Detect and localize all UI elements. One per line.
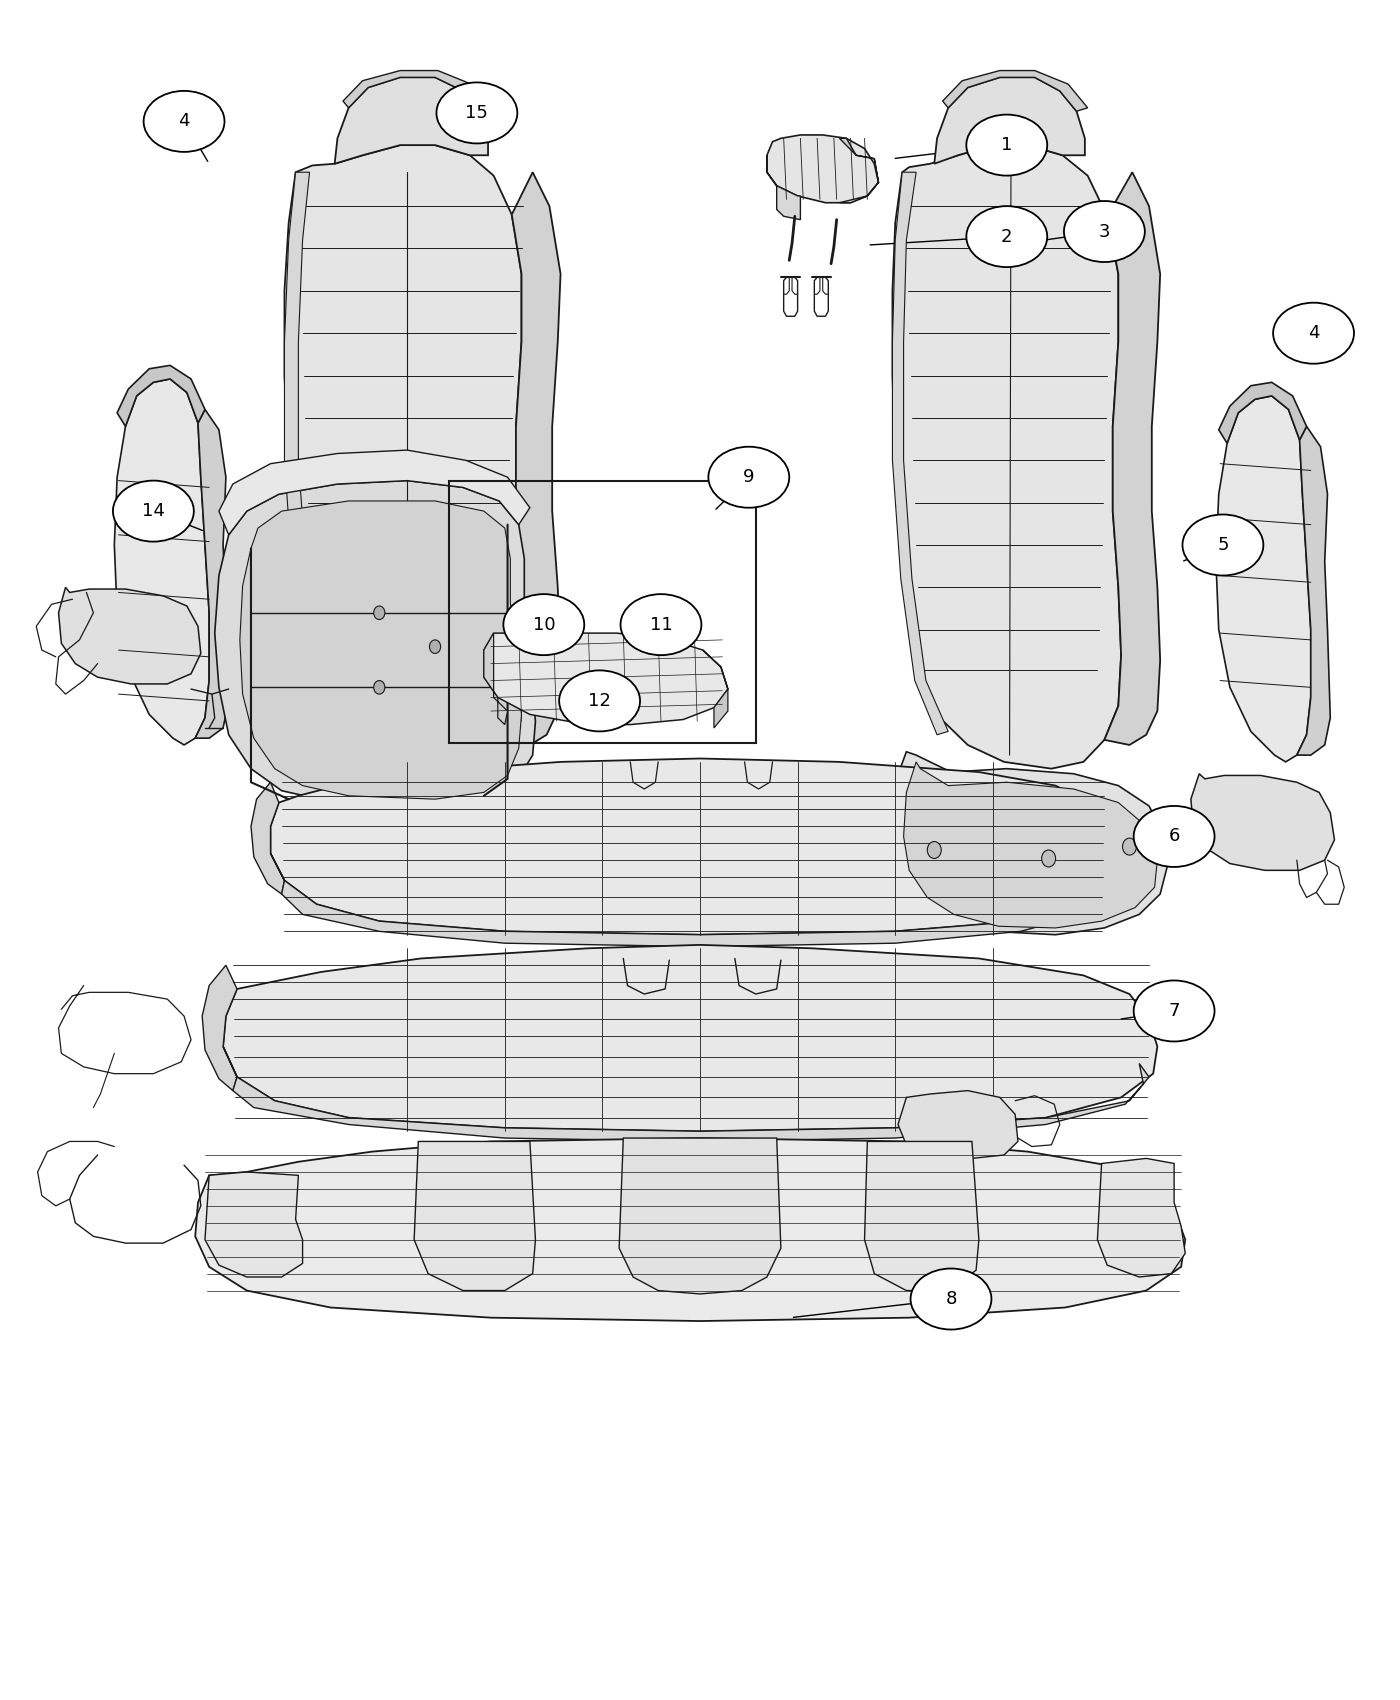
Ellipse shape bbox=[966, 114, 1047, 175]
Ellipse shape bbox=[1064, 201, 1145, 262]
Polygon shape bbox=[59, 588, 200, 683]
Text: 8: 8 bbox=[945, 1290, 956, 1307]
Polygon shape bbox=[484, 632, 508, 724]
Circle shape bbox=[927, 842, 941, 858]
Polygon shape bbox=[903, 762, 1158, 928]
Polygon shape bbox=[251, 782, 284, 894]
Polygon shape bbox=[942, 71, 1088, 110]
Polygon shape bbox=[1296, 427, 1330, 755]
Polygon shape bbox=[767, 155, 801, 219]
Circle shape bbox=[374, 680, 385, 694]
Circle shape bbox=[1042, 850, 1056, 867]
Polygon shape bbox=[202, 966, 237, 1091]
Text: 10: 10 bbox=[532, 615, 556, 634]
Text: 7: 7 bbox=[1169, 1001, 1180, 1020]
Text: 5: 5 bbox=[1217, 536, 1229, 554]
Text: 3: 3 bbox=[1099, 223, 1110, 240]
Text: 11: 11 bbox=[650, 615, 672, 634]
Polygon shape bbox=[508, 172, 560, 745]
Text: 14: 14 bbox=[141, 502, 165, 520]
Polygon shape bbox=[892, 751, 1168, 935]
Polygon shape bbox=[118, 366, 204, 427]
Circle shape bbox=[1123, 838, 1137, 855]
Bar bbox=[449, 481, 756, 743]
Text: 12: 12 bbox=[588, 692, 610, 711]
Ellipse shape bbox=[504, 593, 584, 654]
Ellipse shape bbox=[1183, 515, 1263, 576]
Polygon shape bbox=[414, 1141, 535, 1290]
Text: 9: 9 bbox=[743, 468, 755, 486]
Text: 4: 4 bbox=[178, 112, 190, 131]
Polygon shape bbox=[897, 1091, 1018, 1158]
Polygon shape bbox=[1191, 774, 1334, 870]
Polygon shape bbox=[840, 138, 878, 202]
Polygon shape bbox=[223, 1047, 1149, 1141]
Ellipse shape bbox=[437, 82, 518, 143]
Text: 6: 6 bbox=[1169, 828, 1180, 845]
Polygon shape bbox=[1219, 382, 1306, 444]
Polygon shape bbox=[703, 649, 728, 728]
Text: 4: 4 bbox=[1308, 325, 1319, 342]
Ellipse shape bbox=[1134, 981, 1215, 1042]
Polygon shape bbox=[195, 410, 228, 738]
Polygon shape bbox=[865, 1141, 979, 1290]
Polygon shape bbox=[214, 481, 535, 806]
Polygon shape bbox=[1217, 396, 1310, 762]
Text: 1: 1 bbox=[1001, 136, 1012, 155]
Polygon shape bbox=[619, 1137, 781, 1294]
Circle shape bbox=[430, 639, 441, 653]
Polygon shape bbox=[934, 76, 1085, 163]
Ellipse shape bbox=[144, 90, 224, 151]
Polygon shape bbox=[270, 853, 1105, 947]
Polygon shape bbox=[218, 450, 529, 536]
Ellipse shape bbox=[1273, 303, 1354, 364]
Text: 15: 15 bbox=[465, 104, 489, 122]
Ellipse shape bbox=[620, 593, 701, 654]
Circle shape bbox=[374, 605, 385, 619]
Polygon shape bbox=[892, 144, 1121, 768]
Polygon shape bbox=[223, 945, 1158, 1130]
Polygon shape bbox=[204, 1171, 302, 1277]
Ellipse shape bbox=[708, 447, 790, 508]
Polygon shape bbox=[1105, 172, 1161, 745]
Ellipse shape bbox=[910, 1268, 991, 1329]
Polygon shape bbox=[343, 71, 491, 110]
Polygon shape bbox=[270, 758, 1112, 935]
Polygon shape bbox=[335, 76, 489, 163]
Text: 2: 2 bbox=[1001, 228, 1012, 245]
Polygon shape bbox=[1098, 1158, 1186, 1277]
Polygon shape bbox=[767, 134, 878, 202]
Ellipse shape bbox=[113, 481, 193, 542]
Ellipse shape bbox=[1134, 806, 1215, 867]
Polygon shape bbox=[115, 379, 209, 745]
Ellipse shape bbox=[559, 670, 640, 731]
Polygon shape bbox=[284, 144, 525, 768]
Polygon shape bbox=[239, 502, 522, 799]
Polygon shape bbox=[284, 172, 340, 734]
Polygon shape bbox=[195, 1137, 1186, 1321]
Ellipse shape bbox=[966, 206, 1047, 267]
Polygon shape bbox=[484, 632, 728, 724]
Polygon shape bbox=[892, 172, 948, 734]
